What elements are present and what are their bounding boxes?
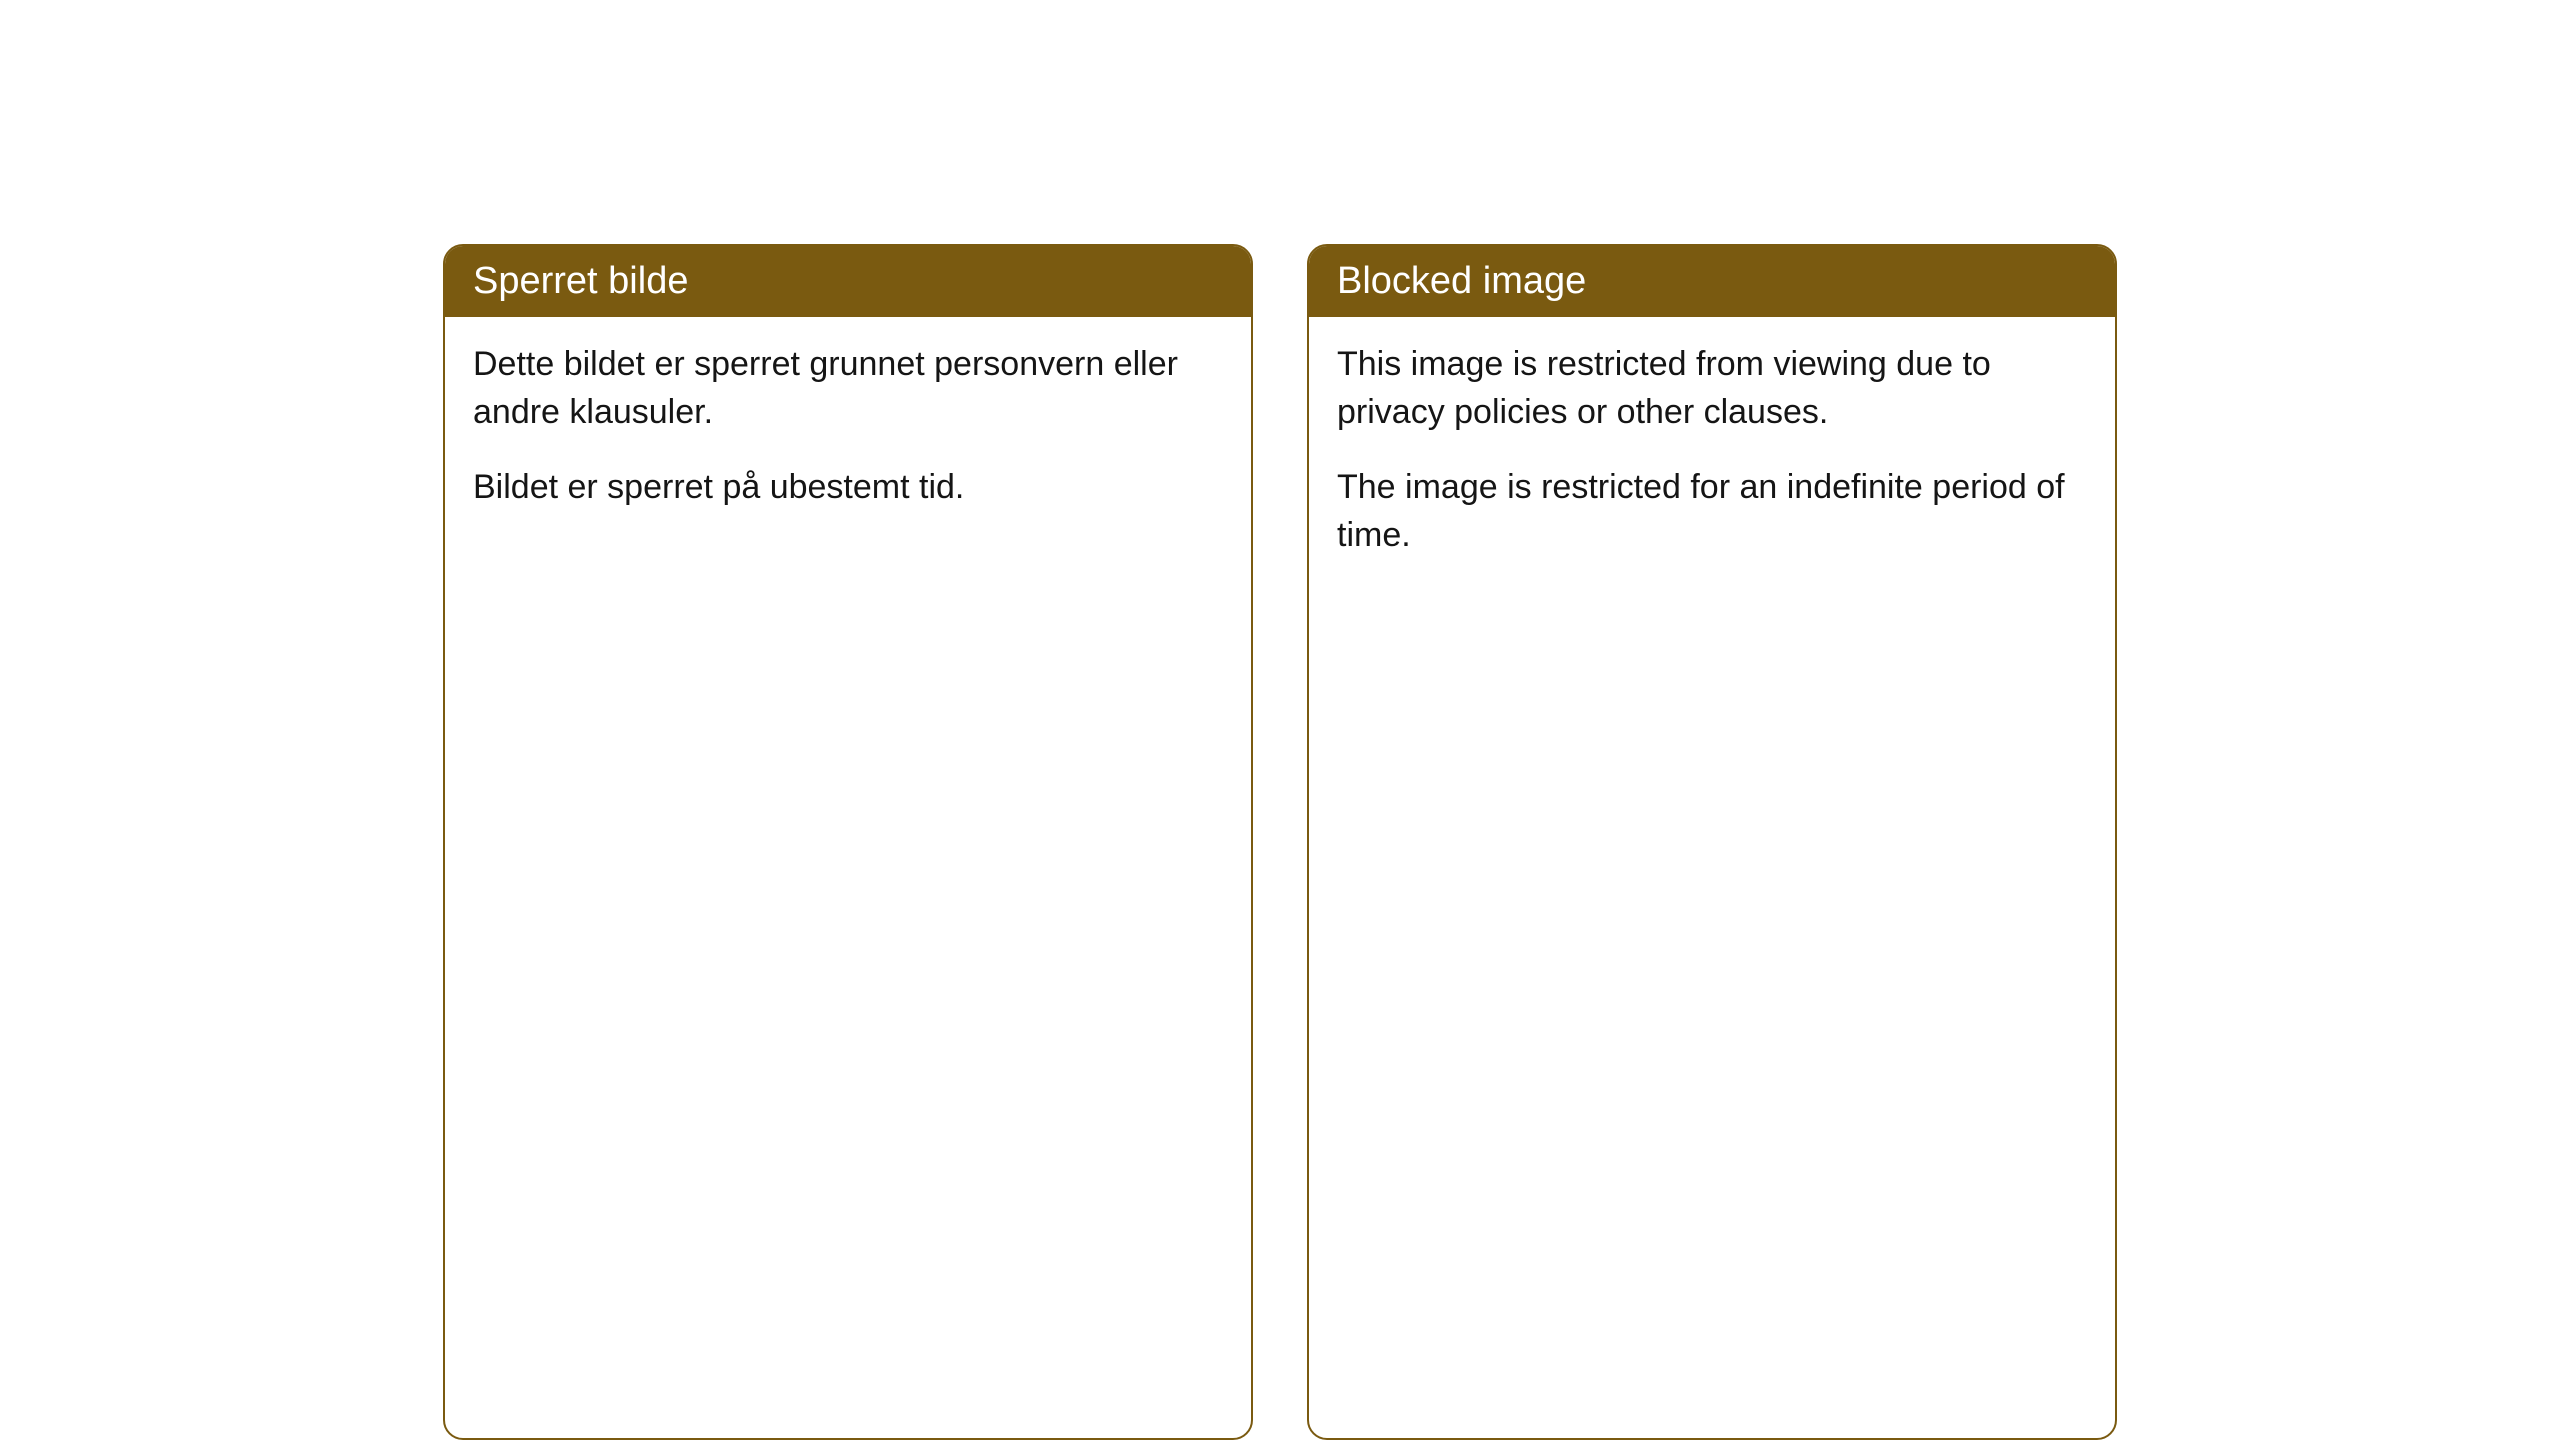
- card-body-english: This image is restricted from viewing du…: [1309, 317, 2115, 599]
- notice-text: This image is restricted from viewing du…: [1337, 341, 2087, 436]
- notice-card-norwegian: Sperret bilde Dette bildet er sperret gr…: [443, 244, 1253, 1440]
- card-header-english: Blocked image: [1309, 246, 2115, 317]
- notice-container: Sperret bilde Dette bildet er sperret gr…: [443, 244, 2117, 1440]
- card-header-norwegian: Sperret bilde: [445, 246, 1251, 317]
- notice-card-english: Blocked image This image is restricted f…: [1307, 244, 2117, 1440]
- card-title: Sperret bilde: [473, 260, 688, 302]
- card-title: Blocked image: [1337, 260, 1586, 302]
- notice-text: Dette bildet er sperret grunnet personve…: [473, 341, 1223, 436]
- notice-text: Bildet er sperret på ubestemt tid.: [473, 464, 1223, 512]
- card-body-norwegian: Dette bildet er sperret grunnet personve…: [445, 317, 1251, 552]
- notice-text: The image is restricted for an indefinit…: [1337, 464, 2087, 559]
